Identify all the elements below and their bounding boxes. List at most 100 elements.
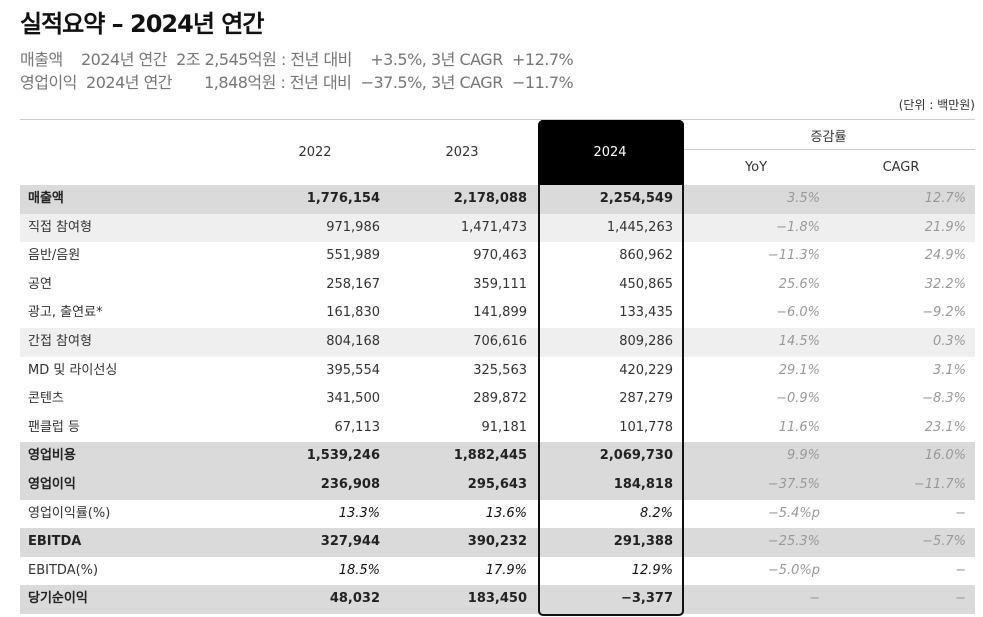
cell: − bbox=[955, 562, 966, 578]
cell: −25.3% bbox=[767, 534, 820, 550]
group-header: 증감률 bbox=[810, 130, 847, 145]
cell: −0.9% bbox=[776, 391, 820, 407]
cell: 970,463 bbox=[473, 248, 527, 264]
cell: 3.5% bbox=[786, 191, 820, 206]
row-bg bbox=[20, 442, 975, 471]
cell: 48,032 bbox=[329, 591, 380, 607]
cell: 101,778 bbox=[619, 419, 673, 435]
row-label: 콘텐츠 bbox=[28, 391, 64, 407]
row-label: 간접 참여형 bbox=[28, 334, 92, 349]
cell: 18.5% bbox=[338, 562, 380, 578]
cell: 17.9% bbox=[485, 562, 527, 578]
cell: 1,539,246 bbox=[306, 448, 380, 464]
column-header: 2024 bbox=[593, 145, 627, 160]
summary-line: 매출액 2024년 연간 2조 2,545억원 : 전년 대비 +3.5%, 3… bbox=[20, 50, 574, 69]
row-bg bbox=[20, 471, 975, 500]
cell: −37.5% bbox=[767, 477, 820, 492]
cell: 3.1% bbox=[932, 362, 966, 378]
cell: 183,450 bbox=[467, 591, 527, 607]
column-header: YoY bbox=[744, 160, 768, 175]
cell: 12.7% bbox=[924, 191, 966, 206]
cell: 13.3% bbox=[338, 505, 380, 521]
cell: −11.7% bbox=[913, 477, 966, 492]
cell: 395,554 bbox=[326, 362, 380, 378]
cell: 1,445,263 bbox=[606, 219, 673, 235]
row-label: 팬클럽 등 bbox=[28, 419, 80, 435]
cell: 14.5% bbox=[778, 334, 820, 349]
cell: 0.3% bbox=[932, 334, 966, 349]
cell: 133,435 bbox=[619, 305, 673, 321]
cell: 971,986 bbox=[326, 219, 380, 235]
cell: 32.2% bbox=[924, 276, 966, 292]
cell: 2,254,549 bbox=[599, 191, 673, 206]
cell: −3,377 bbox=[620, 591, 673, 607]
cell: 809,286 bbox=[619, 334, 673, 349]
row-label: EBITDA bbox=[28, 534, 82, 550]
column-header: 2022 bbox=[298, 145, 332, 160]
cell: 1,776,154 bbox=[306, 191, 380, 206]
cell: 804,168 bbox=[326, 334, 380, 349]
cell: 23.1% bbox=[924, 419, 966, 435]
cell: 450,865 bbox=[619, 276, 673, 292]
cell: −5.4%p bbox=[767, 505, 820, 521]
rule bbox=[682, 149, 975, 150]
cell: −6.0% bbox=[776, 305, 820, 321]
row-label: 매출액 bbox=[28, 191, 64, 206]
cell: 341,500 bbox=[326, 391, 380, 407]
column-header: 2023 bbox=[445, 145, 479, 160]
row-bg bbox=[20, 528, 975, 557]
cell: 258,167 bbox=[326, 276, 380, 292]
cell: 184,818 bbox=[613, 477, 673, 492]
cell: 91,181 bbox=[481, 419, 528, 435]
row-bg bbox=[20, 585, 975, 614]
cell: 21.9% bbox=[924, 219, 966, 235]
column-header: CAGR bbox=[882, 160, 920, 175]
cell: 16.0% bbox=[924, 448, 966, 464]
cell: 291,388 bbox=[613, 534, 673, 550]
row-bg bbox=[20, 328, 975, 357]
cell: − bbox=[955, 505, 966, 521]
cell: 287,279 bbox=[619, 391, 673, 407]
cell: −5.0%p bbox=[767, 562, 820, 578]
cell: 8.2% bbox=[639, 505, 673, 521]
cell: 420,229 bbox=[619, 362, 673, 378]
row-label: 광고, 출연료* bbox=[28, 305, 103, 321]
cell: 24.9% bbox=[924, 248, 966, 264]
cell: 1,471,473 bbox=[460, 219, 527, 235]
row-label: 공연 bbox=[28, 276, 52, 292]
unit-note: (단위 : 백만원) bbox=[898, 98, 975, 112]
row-label: MD 및 라이선싱 bbox=[28, 362, 118, 378]
row-label: 직접 참여형 bbox=[28, 219, 92, 235]
cell: 2,178,088 bbox=[453, 191, 527, 206]
row-label: 음반/음원 bbox=[28, 248, 81, 264]
row-label: 당기순이익 bbox=[28, 591, 88, 607]
cell: 13.6% bbox=[485, 505, 527, 521]
cell: 295,643 bbox=[467, 477, 527, 492]
cell: 12.9% bbox=[631, 562, 673, 578]
cell: 9.9% bbox=[786, 448, 820, 464]
cell: 25.6% bbox=[778, 276, 820, 292]
cell: 29.1% bbox=[778, 362, 820, 378]
row-label: EBITDA(%) bbox=[28, 562, 99, 578]
cell: 390,232 bbox=[467, 534, 527, 550]
cell: − bbox=[809, 591, 820, 607]
cell: 325,563 bbox=[473, 362, 527, 378]
cell: 11.6% bbox=[778, 419, 820, 435]
cell: 359,111 bbox=[473, 276, 527, 292]
cell: 141,899 bbox=[473, 305, 527, 321]
cell: −11.3% bbox=[767, 248, 820, 264]
cell: 551,989 bbox=[326, 248, 380, 264]
cell: 706,616 bbox=[473, 334, 527, 349]
cell: 67,113 bbox=[334, 419, 381, 435]
cell: −9.2% bbox=[922, 305, 966, 321]
cell: 236,908 bbox=[320, 477, 380, 492]
cell: 860,962 bbox=[619, 248, 673, 264]
header-bg bbox=[538, 120, 684, 185]
cell: − bbox=[955, 591, 966, 607]
summary-line: 영업이익 2024년 연간 1,848억원 : 전년 대비 −37.5%, 3년… bbox=[20, 73, 574, 92]
cell: −5.7% bbox=[922, 534, 966, 550]
cell: 2,069,730 bbox=[599, 448, 673, 464]
cell: 1,882,445 bbox=[453, 448, 527, 464]
row-bg bbox=[20, 185, 975, 214]
